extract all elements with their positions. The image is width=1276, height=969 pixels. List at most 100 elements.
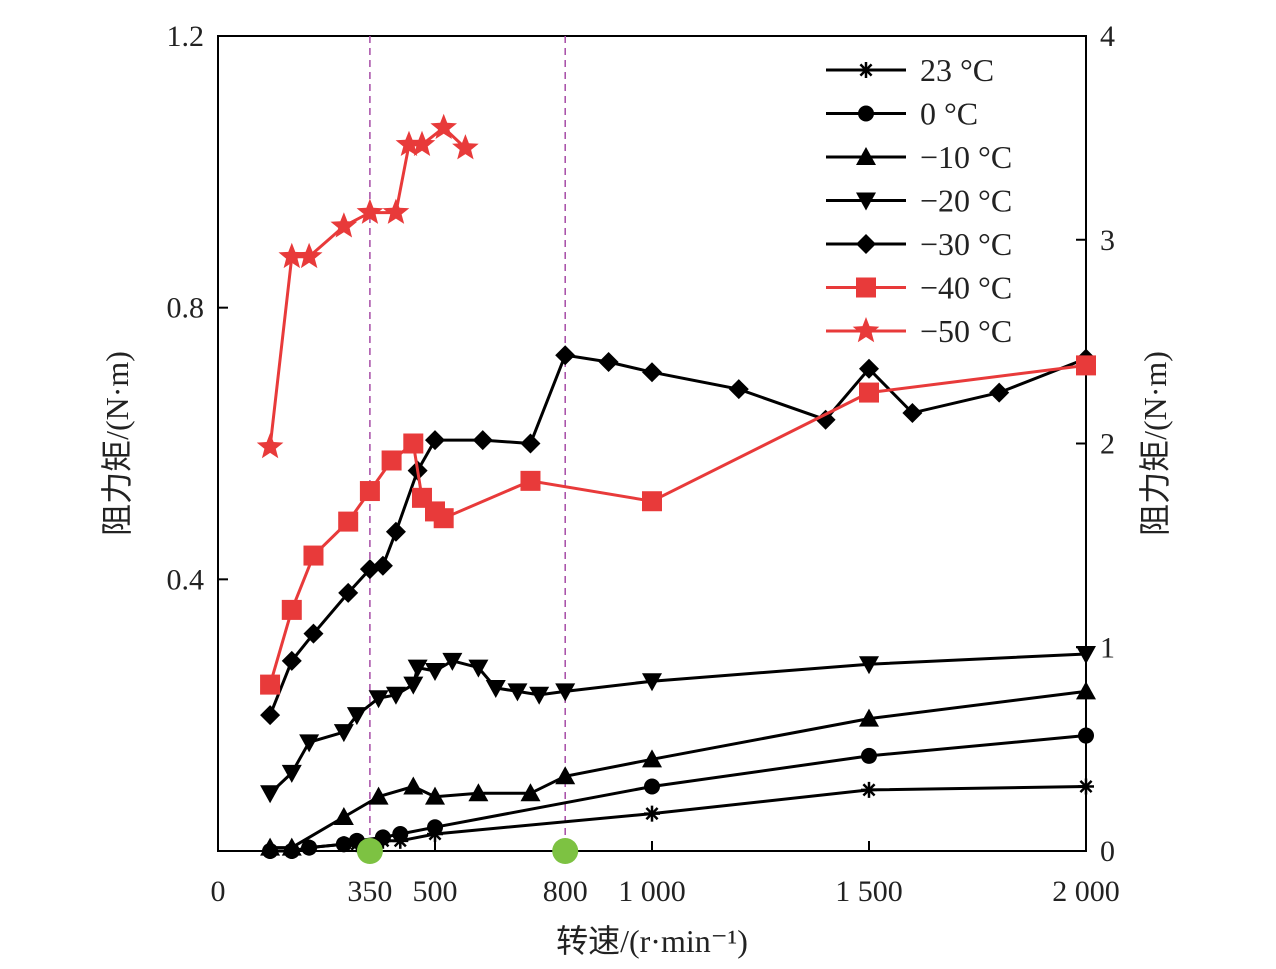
data-point [260, 837, 281, 856]
data-point [381, 450, 402, 471]
data-point [303, 623, 324, 644]
x-tick-label: 1 000 [618, 875, 686, 908]
x-tick-label: 1 500 [835, 875, 903, 908]
data-point [642, 362, 662, 383]
data-point [338, 582, 359, 603]
data-point [1076, 681, 1096, 700]
data-point [281, 837, 302, 856]
y-left-tick-label: 0.4 [167, 563, 205, 596]
legend-label: −10 °C [920, 139, 1012, 175]
data-point [507, 683, 528, 702]
data-point [529, 686, 550, 705]
y-left-tick-label: 0.8 [167, 292, 205, 325]
data-point [403, 776, 424, 795]
y-right-tick-label: 4 [1100, 20, 1115, 53]
data-point [368, 690, 389, 709]
data-point [372, 555, 393, 576]
data-point [859, 358, 879, 379]
axis-marker-dot [552, 838, 579, 864]
data-point [859, 382, 879, 403]
data-point [442, 652, 463, 671]
x-tick-label: 2 000 [1052, 875, 1120, 908]
data-point [642, 673, 662, 692]
data-point [728, 379, 749, 400]
data-point [303, 545, 324, 566]
data-point [989, 382, 1010, 403]
data-point [1076, 646, 1096, 665]
data-point [333, 724, 354, 743]
legend-label: −20 °C [920, 183, 1012, 219]
data-point [382, 198, 410, 224]
legend-label: 0 °C [920, 96, 978, 132]
y-left-axis-title: 阻力矩/(N·m) [99, 351, 135, 536]
data-point [642, 749, 662, 768]
y-left-tick-label: 1.2 [167, 20, 205, 53]
legend-label: −40 °C [920, 270, 1012, 306]
data-point [299, 734, 320, 753]
y-right-axis-title: 阻力矩/(N·m) [1137, 351, 1173, 536]
data-point [1078, 727, 1094, 744]
data-point [468, 783, 489, 802]
data-point [642, 491, 662, 512]
data-point [281, 650, 302, 671]
data-point [256, 432, 284, 459]
series-line-5 [268, 363, 1087, 686]
data-point [335, 836, 352, 853]
data-point [281, 764, 302, 783]
data-point [555, 766, 576, 785]
data-point [385, 686, 406, 705]
data-point [468, 659, 489, 678]
series-line-2 [270, 689, 1087, 850]
axis-marker-dot [356, 838, 383, 864]
legend-marker [858, 105, 874, 122]
data-point [859, 656, 879, 675]
legend-marker [852, 317, 880, 343]
data-point [430, 113, 457, 139]
legend-marker [858, 62, 874, 78]
x-tick-label: 350 [347, 875, 392, 908]
data-point [333, 807, 354, 826]
y-right-tick-label: 3 [1100, 224, 1115, 257]
data-point [392, 826, 409, 843]
data-point [330, 212, 358, 238]
data-point [520, 470, 541, 491]
data-point [859, 708, 879, 727]
legend-marker [856, 192, 876, 211]
legend-marker [856, 277, 876, 298]
legend-label: −50 °C [920, 313, 1012, 349]
data-point [301, 839, 318, 856]
data-point [395, 130, 423, 156]
data-point [260, 785, 281, 804]
data-point [359, 481, 380, 502]
data-point [472, 430, 493, 451]
data-point [555, 345, 576, 366]
data-point [452, 134, 479, 160]
data-point [427, 819, 443, 836]
data-point [407, 659, 428, 678]
data-point [425, 786, 445, 805]
data-point [278, 242, 306, 269]
series-line-6 [268, 125, 467, 448]
data-point [485, 680, 506, 698]
data-point [1078, 778, 1094, 795]
legend-marker [856, 147, 876, 165]
data-point [555, 683, 576, 702]
data-point [644, 805, 660, 822]
data-point [1076, 355, 1096, 376]
data-point [260, 674, 281, 695]
data-point [368, 786, 389, 805]
legend-label: 23 °C [920, 52, 994, 88]
data-point [815, 409, 836, 430]
series-line-3 [269, 652, 1087, 795]
data-point [408, 130, 436, 156]
data-point [433, 508, 454, 529]
x-tick-label: 0 [211, 875, 226, 908]
x-tick-label: 500 [413, 875, 458, 908]
data-point [861, 781, 877, 798]
data-point [403, 433, 424, 454]
legend-label: −30 °C [920, 226, 1012, 262]
data-point [861, 747, 877, 764]
y-right-tick-label: 2 [1100, 428, 1115, 461]
data-point [425, 430, 445, 451]
